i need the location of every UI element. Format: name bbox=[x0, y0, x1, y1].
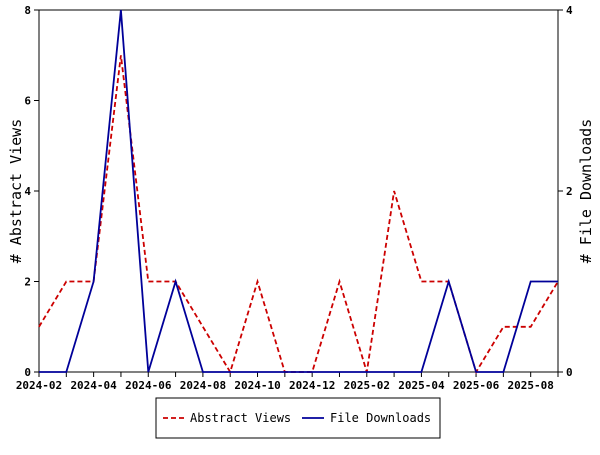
data-point-abstract-views bbox=[202, 326, 204, 328]
data-point-file-downloads bbox=[475, 371, 477, 373]
data-point-file-downloads bbox=[284, 371, 286, 373]
data-point-file-downloads bbox=[229, 371, 231, 373]
data-point-file-downloads bbox=[530, 281, 532, 283]
series-line-abstract-views bbox=[38, 55, 559, 375]
data-point-file-downloads bbox=[93, 281, 95, 283]
x-tick-label: 2024-06 bbox=[125, 379, 172, 392]
x-tick-label: 2024-12 bbox=[289, 379, 335, 392]
y-tick-label: 8 bbox=[24, 4, 31, 17]
series-group bbox=[38, 9, 559, 375]
data-point-abstract-views bbox=[338, 281, 340, 283]
data-point-file-downloads bbox=[420, 371, 422, 373]
x-tick-label: 2024-04 bbox=[70, 379, 117, 392]
x-tick-label: 2025-06 bbox=[453, 379, 500, 392]
data-point-file-downloads bbox=[38, 371, 40, 373]
x-tick-label: 2024-02 bbox=[16, 379, 62, 392]
data-point-abstract-views bbox=[38, 326, 40, 328]
data-point-abstract-views bbox=[420, 281, 422, 283]
data-point-file-downloads bbox=[557, 281, 559, 283]
data-point-file-downloads bbox=[311, 371, 313, 373]
x-tick-label: 2024-08 bbox=[180, 379, 226, 392]
series-line-file-downloads bbox=[39, 9, 558, 373]
data-point-abstract-views bbox=[393, 190, 395, 192]
data-point-abstract-views bbox=[120, 54, 122, 56]
y2-axis-title: # File Downloads bbox=[577, 119, 595, 264]
x-tick-label: 2025-08 bbox=[508, 379, 554, 392]
data-point-abstract-views bbox=[530, 326, 532, 328]
legend-box bbox=[155, 397, 441, 439]
data-point-file-downloads bbox=[65, 371, 67, 373]
legend-group: Abstract Views File Downloads bbox=[155, 397, 441, 439]
data-point-file-downloads bbox=[502, 371, 504, 373]
legend-label-file-downloads: File Downloads bbox=[330, 411, 431, 425]
data-point-file-downloads bbox=[175, 281, 177, 283]
data-point-file-downloads bbox=[202, 371, 204, 373]
labels-group: 0 2 4 6 8 0 2 4 2024-02 2024-04 2024-06 2024-08 2024… bbox=[7, 4, 595, 392]
y-axis-title: # Abstract Views bbox=[7, 119, 25, 264]
x-tick-label: 2025-02 bbox=[344, 379, 390, 392]
legend-label-abstract-views: Abstract Views bbox=[190, 411, 291, 425]
y2-tick-label: 4 bbox=[566, 4, 573, 17]
data-point-file-downloads bbox=[147, 371, 149, 373]
data-point-abstract-views bbox=[147, 281, 149, 283]
x-tick-label: 2025-04 bbox=[398, 379, 445, 392]
axes-group bbox=[34, 9, 563, 377]
data-point-file-downloads bbox=[366, 371, 368, 373]
data-point-file-downloads bbox=[448, 281, 450, 283]
y-tick-label: 0 bbox=[24, 366, 31, 379]
y-tick-label: 2 bbox=[24, 276, 31, 289]
y-tick-label: 6 bbox=[24, 95, 31, 108]
data-point-file-downloads bbox=[338, 371, 340, 373]
data-point-abstract-views bbox=[257, 281, 259, 283]
plot-frame bbox=[38, 9, 559, 373]
y2-tick-label: 2 bbox=[566, 185, 573, 198]
data-point-file-downloads bbox=[257, 371, 259, 373]
x-tick-label: 2024-10 bbox=[234, 379, 280, 392]
y2-tick-label: 0 bbox=[566, 366, 573, 379]
data-point-file-downloads bbox=[393, 371, 395, 373]
data-point-file-downloads bbox=[120, 9, 122, 11]
y-tick-label: 4 bbox=[24, 185, 31, 198]
data-point-abstract-views bbox=[65, 281, 67, 283]
data-point-abstract-views bbox=[502, 326, 504, 328]
